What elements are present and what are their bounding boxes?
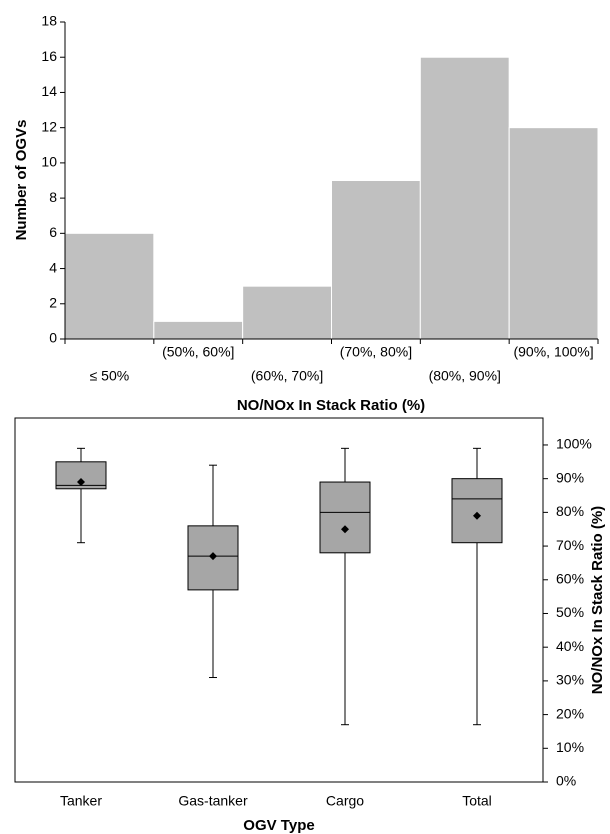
y2-tick-label: 60% bbox=[556, 570, 584, 586]
bar bbox=[153, 320, 244, 340]
y-tick-label: 16 bbox=[41, 48, 57, 64]
y-tick-label: 12 bbox=[41, 118, 57, 134]
y-tick-label: 4 bbox=[49, 259, 57, 275]
x-tick-label: Total bbox=[462, 793, 492, 809]
y2-tick-label: 70% bbox=[556, 537, 584, 553]
y-tick-label: 2 bbox=[49, 294, 57, 310]
y-tick-label: 0 bbox=[49, 330, 57, 346]
bar bbox=[331, 180, 421, 340]
mean-marker bbox=[209, 552, 217, 561]
y2-tick-label: 100% bbox=[556, 436, 592, 452]
mean-marker bbox=[341, 525, 349, 534]
x-tick-label: (80%, 90%] bbox=[429, 368, 501, 384]
y-tick-label: 6 bbox=[49, 224, 57, 240]
y2-tick-label: 90% bbox=[556, 469, 584, 485]
y2-tick-label: 20% bbox=[556, 705, 584, 721]
x-tick-label: (50%, 60%] bbox=[162, 344, 234, 360]
x-tick-label: (60%, 70%] bbox=[251, 368, 323, 384]
y2-tick-label: 10% bbox=[556, 739, 584, 755]
y2-tick-label: 40% bbox=[556, 638, 584, 654]
bar bbox=[419, 56, 510, 340]
mean-marker bbox=[473, 511, 481, 520]
y2-axis-title: NO/NOx In Stack Ratio (%) bbox=[589, 506, 606, 694]
bar bbox=[508, 127, 599, 340]
box bbox=[451, 478, 503, 544]
mean-marker bbox=[77, 478, 85, 487]
x-tick-label: Gas-tanker bbox=[178, 793, 248, 809]
x-axis-title: NO/NOx In Stack Ratio (%) bbox=[237, 397, 425, 414]
x-tick-label: Tanker bbox=[60, 793, 102, 809]
y-tick-label: 18 bbox=[41, 13, 57, 29]
box bbox=[319, 481, 371, 554]
x-tick-label: ≤ 50% bbox=[90, 368, 130, 384]
bar bbox=[64, 232, 155, 340]
x-tick-label: (70%, 80%] bbox=[340, 344, 412, 360]
y-tick-label: 14 bbox=[41, 83, 57, 99]
x-tick-label: Cargo bbox=[326, 793, 364, 809]
y2-tick-label: 50% bbox=[556, 604, 584, 620]
y-axis-title: Number of OGVs bbox=[13, 120, 30, 241]
x-tick-label: (90%, 100%] bbox=[513, 344, 593, 360]
y2-tick-label: 0% bbox=[556, 773, 576, 789]
y-tick-label: 8 bbox=[49, 189, 57, 205]
y-tick-label: 10 bbox=[41, 154, 57, 170]
x-axis-title: OGV Type bbox=[243, 817, 314, 834]
y2-tick-label: 30% bbox=[556, 672, 584, 688]
plot-frame bbox=[14, 417, 544, 783]
bar bbox=[242, 285, 333, 340]
y2-tick-label: 80% bbox=[556, 503, 584, 519]
